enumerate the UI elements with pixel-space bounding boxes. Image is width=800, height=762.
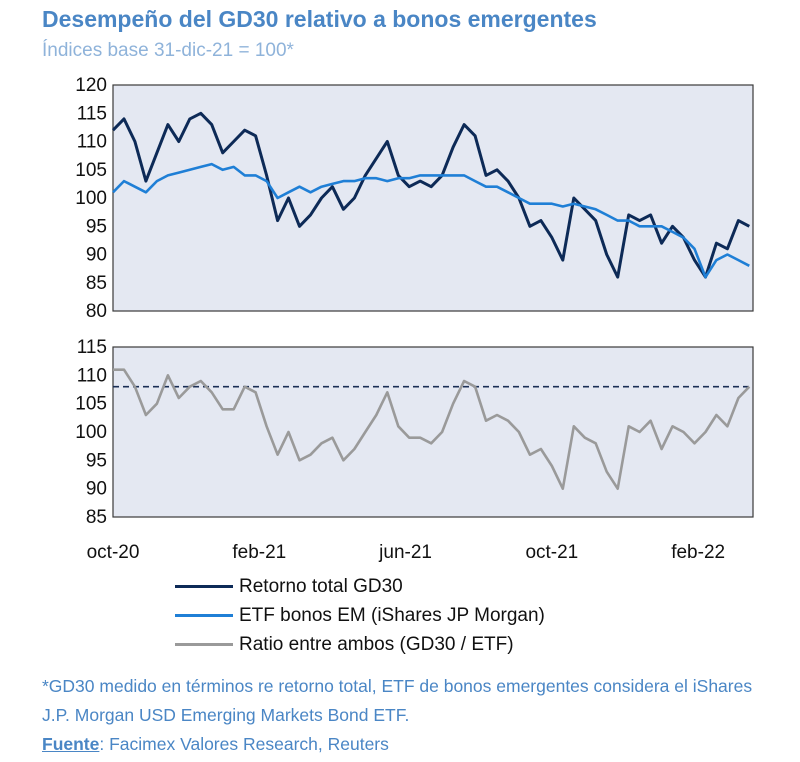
y-tick-label-top: 85 xyxy=(86,273,107,294)
y-tick-label-top: 80 xyxy=(86,301,107,322)
chart-subtitle: Índices base 31-dic-21 = 100* xyxy=(42,40,294,61)
legend-swatch-ratio xyxy=(175,643,233,646)
y-tick-label-top: 95 xyxy=(86,216,107,237)
footnote-source: Fuente: Facimex Valores Research, Reuter… xyxy=(42,730,782,759)
y-tick-label-top: 115 xyxy=(77,103,107,124)
series-line-bottom-0 xyxy=(113,368,751,491)
series-line-top-0 xyxy=(111,111,750,279)
y-tick-label-top: 110 xyxy=(77,132,107,153)
x-tick-label: oct-20 xyxy=(87,542,140,563)
legend-label-etf: ETF bonos EM (iShares JP Morgan) xyxy=(239,604,545,626)
chart-title: Desempeño del GD30 relativo a bonos emer… xyxy=(42,6,597,32)
y-tick-label-bottom: 105 xyxy=(75,394,107,415)
x-tick-label: jun-21 xyxy=(378,542,432,563)
legend-swatch-etf xyxy=(175,614,233,617)
source-text: : Facimex Valores Research, Reuters xyxy=(99,734,389,754)
legend-item-etf: ETF bonos EM (iShares JP Morgan) xyxy=(175,601,545,630)
y-tick-label-bottom: 95 xyxy=(86,450,107,471)
y-tick-label-top: 120 xyxy=(75,75,107,96)
chart-area: 120 115 110 105 100 95 90 85 80 115 110 105 100 95 90 8… xyxy=(75,75,754,563)
footnote-note: *GD30 medido en términos re retorno tota… xyxy=(42,676,753,725)
legend-swatch-gd30 xyxy=(175,585,233,588)
series-line-top-1 xyxy=(112,162,750,279)
plot-area-top xyxy=(112,84,754,312)
y-tick-label-bottom: 85 xyxy=(86,507,107,528)
y-tick-label-bottom: 115 xyxy=(77,337,107,358)
legend-label-ratio: Ratio entre ambos (GD30 / ETF) xyxy=(239,633,514,655)
legend-item-gd30: Retorno total GD30 xyxy=(175,572,545,601)
y-tick-label-top: 100 xyxy=(75,188,107,209)
footnote: *GD30 medido en términos re retorno tota… xyxy=(42,672,782,759)
y-tick-label-top: 105 xyxy=(75,160,107,181)
y-tick-label-bottom: 110 xyxy=(77,365,107,386)
x-tick-label: oct-21 xyxy=(525,542,578,563)
source-label: Fuente xyxy=(42,734,100,754)
plot-area-bottom xyxy=(112,346,754,518)
legend-label-gd30: Retorno total GD30 xyxy=(239,575,403,597)
x-tick-label: feb-21 xyxy=(232,542,286,563)
y-tick-label-top: 90 xyxy=(86,245,107,266)
y-tick-label-bottom: 90 xyxy=(86,479,107,500)
legend-item-ratio: Ratio entre ambos (GD30 / ETF) xyxy=(175,630,545,659)
x-tick-label: feb-22 xyxy=(671,542,725,563)
y-tick-label-bottom: 100 xyxy=(75,422,107,443)
legend: Retorno total GD30 ETF bonos EM (iShares… xyxy=(175,572,545,659)
